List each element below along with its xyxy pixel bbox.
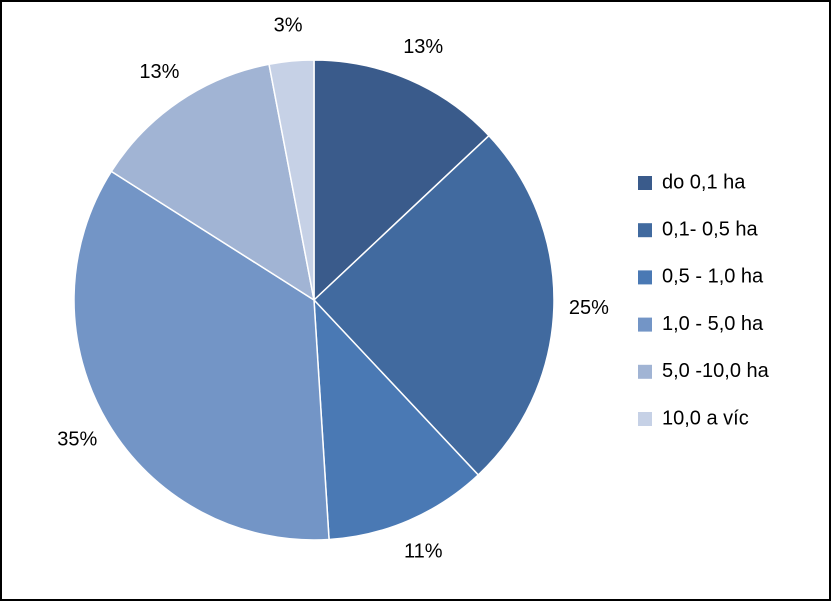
legend-swatch	[638, 364, 652, 379]
pie-slice	[268, 59, 315, 301]
data-label: 13%	[139, 61, 179, 83]
data-label: 25%	[569, 297, 609, 319]
legend-label: 10,0 a víc	[662, 407, 749, 429]
pie-slice	[313, 297, 480, 541]
legend-label: 5,0 -10,0 ha	[662, 360, 770, 382]
pie-slice	[110, 63, 316, 302]
legend-label: do 0,1 ha	[662, 171, 746, 193]
legend-swatch	[638, 176, 652, 190]
data-label: 11%	[404, 541, 443, 563]
legend-swatch	[638, 412, 652, 426]
legend-label: 0,5 - 1,0 ha	[662, 266, 764, 288]
legend-swatch	[638, 317, 652, 332]
legend-label: 1,0 - 5,0 ha	[662, 313, 764, 335]
pie-slice	[312, 134, 555, 477]
data-label: 13%	[403, 36, 443, 58]
legend-swatch	[638, 270, 652, 285]
pie-slice	[313, 59, 491, 302]
data-label: 3%	[274, 15, 303, 37]
pie-slice	[73, 170, 330, 541]
legend-swatch	[638, 223, 652, 238]
legend-label: 0,1- 0,5 ha	[662, 218, 759, 240]
data-label: 35%	[57, 428, 97, 450]
